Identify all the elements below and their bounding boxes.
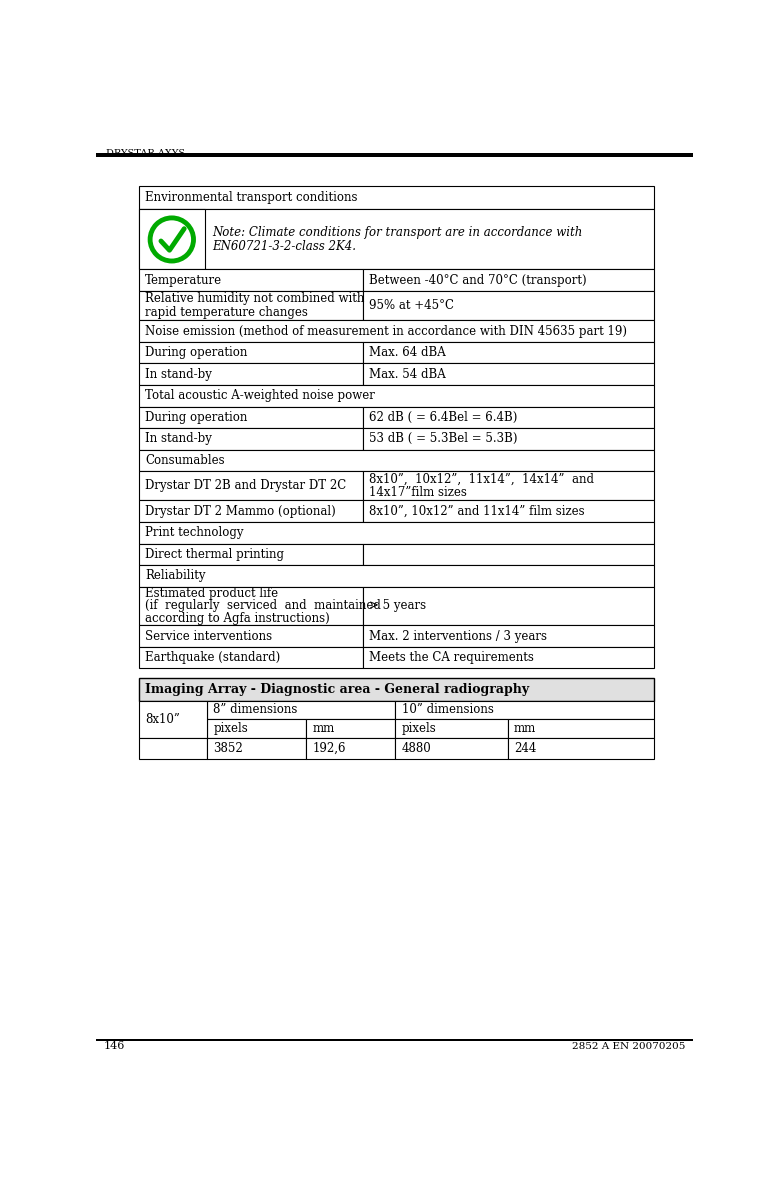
Bar [139,407,363,429]
Text: Print technology: Print technology [145,526,243,539]
Bar [139,700,207,737]
Bar [139,737,207,760]
Bar [507,719,654,737]
Bar [363,429,654,450]
Text: EN60721-3-2-class 2K4.: EN60721-3-2-class 2K4. [213,240,357,253]
Bar [207,719,306,737]
Bar [139,522,654,544]
Text: Environmental transport conditions: Environmental transport conditions [145,191,357,204]
Bar [306,719,396,737]
Bar [396,737,507,760]
Bar [139,269,363,291]
Text: 8” dimensions: 8” dimensions [213,704,298,717]
Text: mm: mm [313,722,335,735]
Bar [139,429,363,450]
Text: Meets the CA requirements: Meets the CA requirements [370,652,534,664]
Bar [363,407,654,429]
Text: 10” dimensions: 10” dimensions [402,704,494,717]
Text: Total acoustic A-weighted noise power: Total acoustic A-weighted noise power [145,389,375,402]
Bar [507,737,654,760]
Bar [363,363,654,385]
Text: Drystar DT 2 Mammo (optional): Drystar DT 2 Mammo (optional) [145,504,336,518]
Bar [363,269,654,291]
Bar [139,291,363,320]
Bar [96,1039,693,1041]
Text: Direct thermal printing: Direct thermal printing [145,548,284,561]
Text: 2852 A EN 20070205: 2852 A EN 20070205 [572,1042,685,1050]
Text: 244: 244 [514,742,537,755]
Bar [363,291,654,320]
Bar [306,737,396,760]
Bar [139,471,363,501]
Text: rapid temperature changes: rapid temperature changes [145,306,308,319]
Bar [396,719,507,737]
Bar [139,565,654,586]
Text: 14x17”film sizes: 14x17”film sizes [370,487,467,500]
Bar [207,700,396,719]
Bar [207,737,306,760]
Bar [139,385,654,407]
Bar [96,153,693,157]
Bar [139,501,363,522]
Text: In stand-by: In stand-by [145,432,212,445]
Text: Noise emission (method of measurement in accordance with DIN 45635 part 19): Noise emission (method of measurement in… [145,324,627,337]
Bar [139,450,654,471]
Text: Reliability: Reliability [145,570,206,583]
Bar [363,647,654,668]
Text: 146: 146 [104,1041,126,1052]
Text: DRYSTAR AXYS: DRYSTAR AXYS [105,148,185,158]
Text: Service interventions: Service interventions [145,629,273,642]
Bar [363,471,654,501]
Bar [139,186,654,209]
Text: 62 dB ( = 6.4Bel = 6.4B): 62 dB ( = 6.4Bel = 6.4B) [370,411,517,424]
Text: During operation: During operation [145,347,247,360]
Text: Note: Climate conditions for transport are in accordance with: Note: Climate conditions for transport a… [213,226,583,239]
Text: 192,6: 192,6 [313,742,346,755]
Bar [363,586,654,626]
Text: (if  regularly  serviced  and  maintained: (if regularly serviced and maintained [145,599,381,612]
Text: Consumables: Consumables [145,453,225,466]
Text: Imaging Array - Diagnostic area - General radiography: Imaging Array - Diagnostic area - Genera… [145,683,529,696]
Bar [139,626,363,647]
Text: > 5 years: > 5 years [370,599,427,612]
Bar [139,209,654,269]
Text: Between -40°C and 70°C (transport): Between -40°C and 70°C (transport) [370,274,587,287]
Text: 8x10”: 8x10” [145,712,180,725]
Bar [139,363,363,385]
Bar [363,342,654,363]
Text: In stand-by: In stand-by [145,368,212,381]
Bar [139,647,363,668]
Bar [139,544,363,565]
Text: Max. 54 dBA: Max. 54 dBA [370,368,446,381]
Text: 8x10”, 10x12” and 11x14” film sizes: 8x10”, 10x12” and 11x14” film sizes [370,504,585,518]
Text: 95% at +45°C: 95% at +45°C [370,299,454,312]
Text: 4880: 4880 [402,742,431,755]
Text: according to Agfa instructions): according to Agfa instructions) [145,611,330,624]
Text: Earthquake (standard): Earthquake (standard) [145,652,280,664]
Bar [396,700,654,719]
Text: 8x10”,  10x12”,  11x14”,  14x14”  and: 8x10”, 10x12”, 11x14”, 14x14” and [370,472,594,485]
Text: pixels: pixels [402,722,437,735]
Text: 53 dB ( = 5.3Bel = 5.3B): 53 dB ( = 5.3Bel = 5.3B) [370,432,517,445]
Text: During operation: During operation [145,411,247,424]
Text: pixels: pixels [213,722,248,735]
Bar [139,320,654,342]
Bar [139,678,654,700]
Text: 3852: 3852 [213,742,243,755]
Bar [139,586,363,626]
Text: Max. 64 dBA: Max. 64 dBA [370,347,446,360]
Bar [363,501,654,522]
Text: Temperature: Temperature [145,274,223,287]
Text: Drystar DT 2B and Drystar DT 2C: Drystar DT 2B and Drystar DT 2C [145,480,346,493]
Bar [139,342,363,363]
Bar [363,544,654,565]
Text: Max. 2 interventions / 3 years: Max. 2 interventions / 3 years [370,629,547,642]
Bar [363,626,654,647]
Text: mm: mm [514,722,536,735]
Text: Estimated product life: Estimated product life [145,588,278,601]
Text: Relative humidity not combined with: Relative humidity not combined with [145,292,364,305]
Bar [139,209,205,269]
